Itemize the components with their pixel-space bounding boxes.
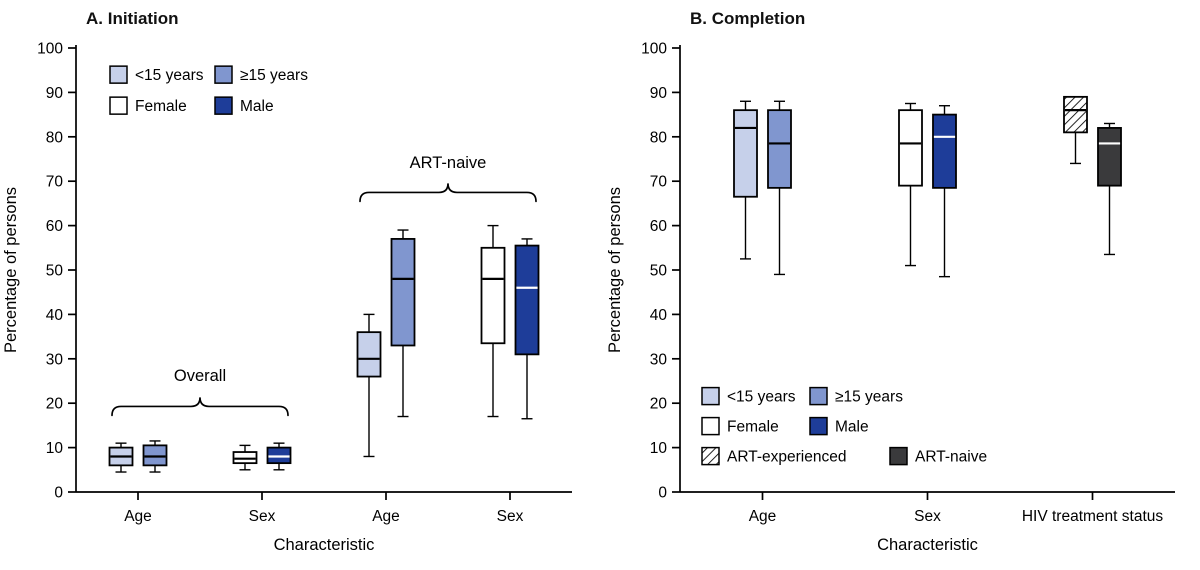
svg-text:Age: Age (124, 508, 152, 525)
panel-title-initiation: A. Initiation (86, 9, 179, 28)
svg-text:50: 50 (46, 263, 64, 280)
svg-text:ART-naive: ART-naive (915, 449, 987, 466)
svg-text:20: 20 (46, 396, 64, 413)
svg-text:90: 90 (46, 85, 64, 102)
svg-text:0: 0 (54, 485, 63, 502)
svg-text:50: 50 (650, 263, 668, 280)
svg-text:≥15 years: ≥15 years (240, 67, 308, 84)
svg-text:≥15 years: ≥15 years (835, 389, 903, 406)
svg-text:Male: Male (835, 419, 869, 436)
panel-completion: B. Completion 0 10 20 30 40 50 60 70 80 90 100 Age S… (590, 0, 1190, 570)
svg-text:60: 60 (650, 218, 668, 235)
svg-text:0: 0 (658, 485, 667, 502)
svg-text:10: 10 (46, 440, 64, 457)
panel-title-completion: B. Completion (690, 9, 806, 28)
svg-text:Female: Female (727, 419, 779, 436)
svg-text:Female: Female (135, 98, 187, 115)
boxplot-chart-initiation: 0 10 20 30 40 50 60 70 80 90 100 Age Sex Age Sex Charac… (2, 41, 572, 554)
svg-text:ART-experienced: ART-experienced (727, 449, 846, 466)
svg-text:HIV treatment status: HIV treatment status (1022, 508, 1164, 525)
svg-text:Sex: Sex (249, 508, 276, 525)
svg-text:40: 40 (46, 307, 64, 324)
boxplot-chart-completion: 0 10 20 30 40 50 60 70 80 90 100 Age Sex HIV treatmen… (606, 41, 1175, 554)
svg-text:Sex: Sex (497, 508, 524, 525)
svg-text:70: 70 (46, 174, 64, 191)
svg-text:Percentage of persons: Percentage of persons (2, 187, 20, 353)
svg-text:30: 30 (650, 351, 668, 368)
svg-text:100: 100 (641, 41, 667, 58)
svg-text:<15 years: <15 years (135, 67, 204, 84)
svg-text:Characteristic: Characteristic (274, 536, 375, 554)
svg-text:ART-naive: ART-naive (410, 154, 487, 172)
svg-text:<15 years: <15 years (727, 389, 796, 406)
svg-text:Overall: Overall (174, 367, 226, 385)
svg-text:90: 90 (650, 85, 668, 102)
svg-text:70: 70 (650, 174, 668, 191)
panel-initiation: A. Initiation 0 10 20 30 40 50 60 70 80 90 100 Age S… (0, 0, 590, 570)
svg-text:Male: Male (240, 98, 274, 115)
svg-text:40: 40 (650, 307, 668, 324)
svg-text:60: 60 (46, 218, 64, 235)
svg-text:30: 30 (46, 351, 64, 368)
svg-text:10: 10 (650, 440, 668, 457)
svg-text:Percentage of persons: Percentage of persons (606, 187, 624, 353)
svg-text:100: 100 (37, 41, 63, 58)
svg-text:Age: Age (372, 508, 400, 525)
svg-text:80: 80 (650, 129, 668, 146)
svg-text:Sex: Sex (914, 508, 941, 525)
svg-text:Age: Age (749, 508, 777, 525)
svg-text:20: 20 (650, 396, 668, 413)
svg-text:Characteristic: Characteristic (877, 536, 978, 554)
svg-text:80: 80 (46, 129, 64, 146)
